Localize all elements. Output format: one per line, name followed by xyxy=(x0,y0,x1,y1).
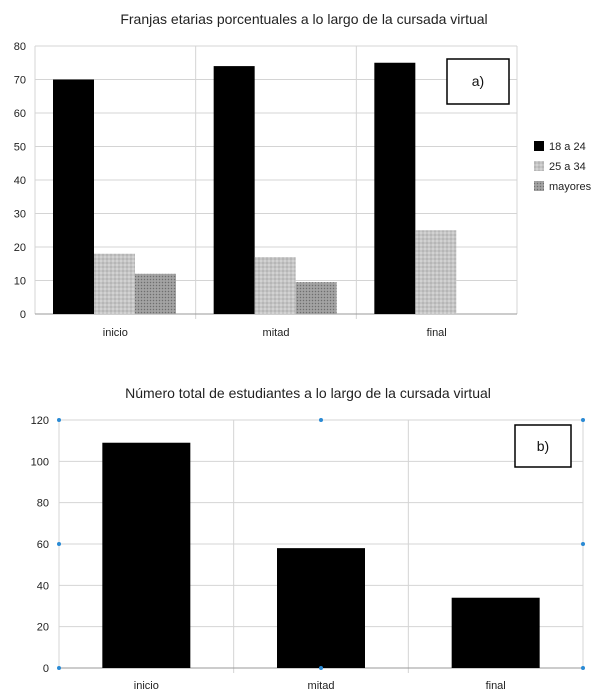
chart-a-bar-25-a-34-inicio xyxy=(94,253,135,314)
chart-b-bar-inicio xyxy=(102,442,191,668)
chart-b-x-tick-labels: inicio mitad final xyxy=(134,680,506,692)
chart-a: Franjas etarias porcentuales a lo largo … xyxy=(14,11,592,339)
chart-b-selection-handle[interactable] xyxy=(319,418,323,422)
chart-b-x-tick-label: mitad xyxy=(308,680,335,692)
chart-a-y-tick-label: 40 xyxy=(14,175,26,187)
chart-a-y-tick-label: 60 xyxy=(14,108,26,120)
chart-b-panel-label: b) xyxy=(537,438,549,454)
chart-b-y-tick-label: 40 xyxy=(37,580,49,592)
chart-a-x-tick-labels: inicio mitad final xyxy=(103,327,447,339)
chart-a-legend-swatch xyxy=(534,181,544,191)
chart-b-y-tick-label: 0 xyxy=(43,663,49,675)
chart-a-y-tick-label: 10 xyxy=(14,276,26,288)
chart-b-y-tick-label: 100 xyxy=(31,456,49,468)
chart-a-y-tick-label: 80 xyxy=(14,41,26,53)
chart-b-bar-mitad xyxy=(277,548,365,668)
chart-a-legend-label: 18 a 24 xyxy=(549,141,586,153)
chart-a-bar-18-a-24-final xyxy=(374,62,416,314)
chart-b-y-tick-label: 120 xyxy=(31,415,49,427)
chart-b-bars xyxy=(102,442,540,668)
chart-b-selection-handle[interactable] xyxy=(581,418,585,422)
chart-b-bar-final xyxy=(451,597,540,668)
chart-a-legend-label: 25 a 34 xyxy=(549,161,586,173)
chart-a-bar-mayores-mitad xyxy=(295,282,337,314)
chart-b-selection-handle[interactable] xyxy=(581,542,585,546)
chart-a-legend-label: mayores xyxy=(549,181,592,193)
chart-b-y-tick-label: 60 xyxy=(37,539,49,551)
chart-b-y-tick-labels: 0 20 40 60 80 100 120 xyxy=(31,415,49,675)
chart-b-y-tick-label: 80 xyxy=(37,498,49,510)
chart-b-selection-handle[interactable] xyxy=(319,666,323,670)
chart-b-panel-label-box: b) xyxy=(514,424,572,468)
chart-b-x-tick-label: final xyxy=(486,680,506,692)
chart-a-title: Franjas etarias porcentuales a lo largo … xyxy=(120,11,487,27)
chart-a-legend-swatch xyxy=(534,141,544,151)
chart-a-x-tick-label: mitad xyxy=(263,327,290,339)
chart-a-bar-18-a-24-mitad xyxy=(213,66,255,314)
chart-a-panel-label: a) xyxy=(472,73,484,89)
chart-b: Número total de estudiantes a lo largo d… xyxy=(31,385,585,692)
chart-a-y-tick-label: 30 xyxy=(14,209,26,221)
chart-a-x-tick-label: final xyxy=(427,327,447,339)
chart-a-legend: 18 a 24 25 a 34 mayores xyxy=(534,141,592,193)
chart-b-selection-handle[interactable] xyxy=(57,542,61,546)
chart-a-bar-25-a-34-mitad xyxy=(254,257,296,314)
chart-b-selection-handle[interactable] xyxy=(581,666,585,670)
chart-b-selection-handles xyxy=(57,418,585,670)
chart-a-bar-18-a-24-inicio xyxy=(53,79,94,314)
chart-a-y-tick-labels: 0 10 20 30 40 50 60 70 80 xyxy=(14,41,26,321)
chart-a-y-tick-label: 50 xyxy=(14,142,26,154)
chart-a-bar-25-a-34-final xyxy=(415,230,457,314)
chart-a-panel-label-box: a) xyxy=(446,58,510,105)
chart-a-y-tick-label: 70 xyxy=(14,75,26,87)
chart-b-y-tick-label: 20 xyxy=(37,622,49,634)
chart-b-selection-handle[interactable] xyxy=(57,666,61,670)
chart-a-bar-mayores-inicio xyxy=(135,273,176,314)
chart-a-y-tick-label: 20 xyxy=(14,242,26,254)
chart-b-title: Número total de estudiantes a lo largo d… xyxy=(125,385,491,401)
chart-a-bars xyxy=(53,62,457,314)
chart-a-x-tick-label: inicio xyxy=(103,327,128,339)
chart-b-selection-handle[interactable] xyxy=(57,418,61,422)
chart-a-y-tick-label: 0 xyxy=(20,309,26,321)
chart-b-x-tick-label: inicio xyxy=(134,680,159,692)
chart-a-legend-swatch xyxy=(534,161,544,171)
